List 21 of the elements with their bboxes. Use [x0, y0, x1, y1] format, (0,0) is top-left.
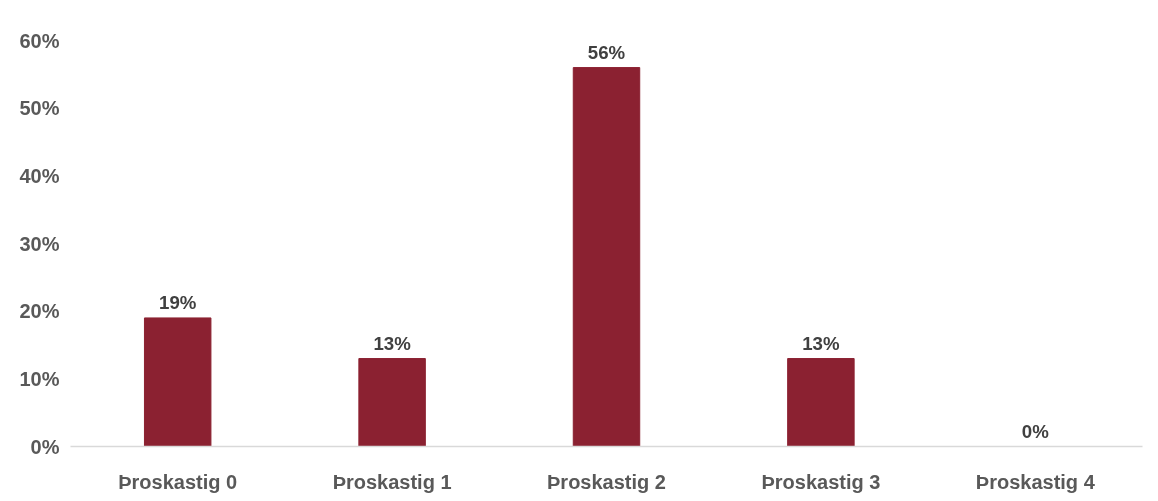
y-tick-label: 20%: [19, 300, 60, 323]
data-label: 0%: [1021, 420, 1050, 442]
y-tick-label: 50%: [19, 97, 60, 120]
data-label: 56%: [587, 41, 626, 63]
data-label: 19%: [159, 291, 197, 313]
bar: [572, 67, 641, 447]
data-label: 13%: [373, 332, 412, 354]
x-tick-label: Þroskastig 4: [975, 470, 1096, 493]
bar: [143, 317, 212, 447]
x-tick-label: Þroskastig 1: [332, 470, 452, 493]
y-tick-label: 40%: [19, 164, 60, 187]
y-tick-label: 60%: [19, 29, 60, 52]
x-tick-label: Þroskastig 3: [761, 470, 881, 493]
bar: [787, 358, 855, 447]
y-tick-label: 10%: [19, 367, 60, 390]
data-label: 13%: [802, 332, 840, 354]
x-tick-label: Þroskastig 2: [547, 470, 666, 493]
y-tick-label: 30%: [19, 232, 60, 255]
y-tick-label: 0%: [30, 435, 60, 458]
bar: [358, 358, 426, 447]
x-tick-label: Þroskastig 0: [118, 470, 238, 493]
